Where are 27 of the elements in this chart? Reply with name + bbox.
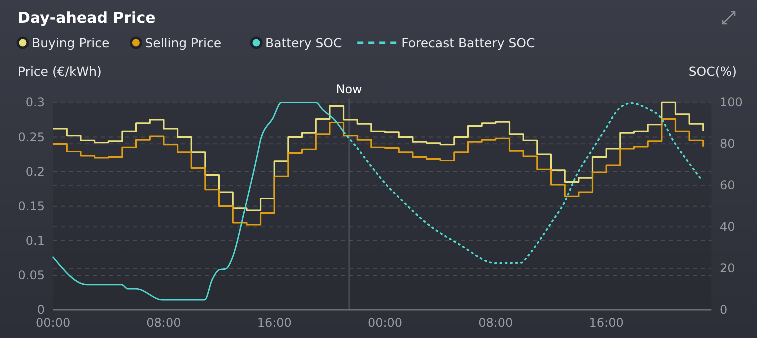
legend-label: Battery SOC [266,36,343,50]
x-tick-label: 08:00 [146,316,182,330]
y-tick-label: 0.05 [18,268,45,282]
x-tick-label: 08:00 [478,316,514,330]
legend-label: Selling Price [145,36,222,50]
y2-tick-label: 20 [720,262,736,276]
y-tick-label: 0.2 [26,164,45,179]
legend-label: Buying Price [32,36,110,50]
x-tick-label: 16:00 [589,316,624,330]
x-tick-label: 00:00 [368,316,403,330]
y2-axis-title: SOC(%) [688,64,737,79]
y2-tick-label: 80 [720,137,736,152]
y-tick-label: 0.1 [26,234,45,248]
y-axis-title: Price (€/kWh) [18,64,102,79]
y2-tick-label: 60 [720,178,736,193]
y-tick-label: 0 [37,303,45,317]
legend-label: Forecast Battery SOC [402,36,536,50]
y-tick-label: 0.15 [18,199,45,214]
y-tick-label: 0.25 [18,130,45,144]
y2-tick-label: 40 [720,220,736,234]
x-tick-label: 00:00 [36,316,71,330]
x-tick-label: 16:00 [257,316,292,330]
y-tick-label: 0.3 [26,96,45,110]
y2-tick-label: 100 [720,96,743,110]
chart-title: Day-ahead Price [18,9,156,27]
y2-tick-label: 0 [720,303,728,317]
ref-line-label: Now [336,82,363,97]
